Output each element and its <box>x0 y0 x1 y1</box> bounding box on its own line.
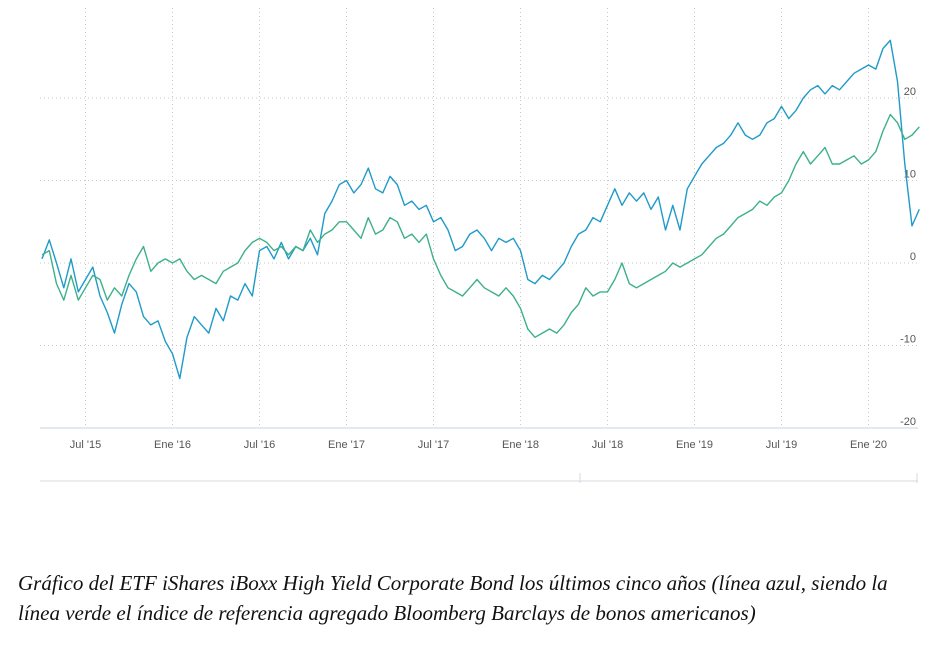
x-tick-label: Ene '17 <box>328 439 365 451</box>
series-line-blue <box>41 39 920 380</box>
x-tick-label: Ene '18 <box>502 439 539 451</box>
x-tick-label: Jul '17 <box>418 439 449 451</box>
x-tick-label: Ene '19 <box>676 439 713 451</box>
series-line-green <box>41 113 920 338</box>
x-tick-labels: Jul '15 Ene '16 Jul '16 Ene '17 Jul '17 Ene '… <box>70 439 887 451</box>
y-tick-label: 20 <box>904 86 916 98</box>
series-lines <box>41 39 920 380</box>
y-tick-label: -10 <box>900 334 916 346</box>
x-tick-label: Jul '16 <box>244 439 275 451</box>
x-gridlines <box>85 8 869 428</box>
x-tick-label: Ene '20 <box>850 439 887 451</box>
y-tick-label: 0 <box>910 251 916 263</box>
x-tick-label: Ene '16 <box>154 439 191 451</box>
x-tick-label: Jul '18 <box>592 439 623 451</box>
navigator <box>40 473 918 483</box>
x-tick-label: Jul '15 <box>70 439 101 451</box>
figure-caption: Gráfico del ETF iShares iBoxx High Yield… <box>18 571 888 625</box>
y-tick-label: -20 <box>900 416 916 428</box>
x-tick-label: Jul '19 <box>766 439 797 451</box>
